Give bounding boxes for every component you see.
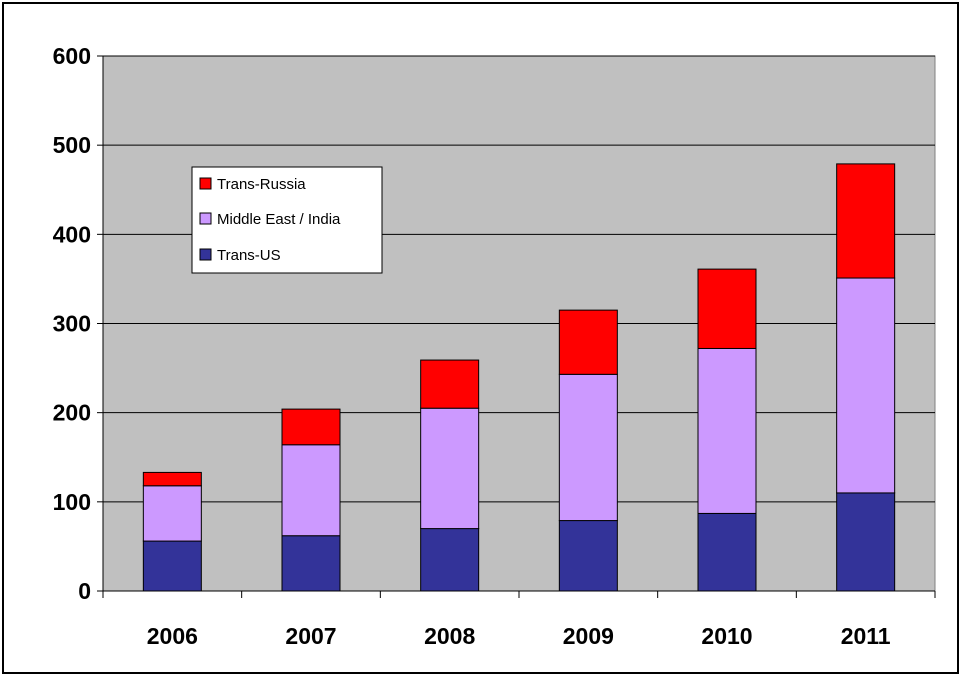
y-tick-label: 200 xyxy=(53,400,91,426)
y-tick-label: 500 xyxy=(53,132,91,158)
bar-segment-trans-us-2010 xyxy=(697,512,757,592)
bar-segment-middle-east-india-2009 xyxy=(558,373,618,522)
y-tick-label: 0 xyxy=(78,578,91,604)
x-tick-label: 2011 xyxy=(841,623,891,649)
legend-swatch-trans-russia xyxy=(199,177,212,190)
x-tick-label: 2010 xyxy=(701,623,752,649)
y-tick-labels: 0 100 200 300 400 500 600 xyxy=(53,43,91,604)
legend-swatch-trans-us xyxy=(199,248,212,261)
x-tick-label: 2007 xyxy=(285,623,336,649)
bar-segment-trans-us-2008 xyxy=(420,528,480,592)
bar-segment-middle-east-india-2006 xyxy=(142,485,202,542)
x-tick-labels: 2006 2007 2008 2009 2010 2011 xyxy=(147,623,891,649)
bar-segment-trans-us-2007 xyxy=(281,535,341,592)
bars xyxy=(142,163,896,592)
y-tick-label: 100 xyxy=(53,489,91,515)
bar-segment-middle-east-india-2008 xyxy=(420,407,480,530)
bar-segment-trans-us-2009 xyxy=(558,520,618,592)
y-tick-label: 600 xyxy=(53,43,91,69)
bar-segment-trans-russia-2009 xyxy=(558,309,618,375)
y-tick-label: 400 xyxy=(53,221,91,247)
legend-swatch-middle-east-india xyxy=(199,212,212,225)
bar-segment-trans-russia-2011 xyxy=(836,163,896,279)
bar-segment-middle-east-india-2011 xyxy=(836,277,896,494)
bar-segment-trans-us-2006 xyxy=(142,540,202,592)
x-tick-label: 2008 xyxy=(424,623,475,649)
bar-segment-trans-us-2011 xyxy=(836,492,896,592)
bar-segment-middle-east-india-2010 xyxy=(697,347,757,514)
gridlines xyxy=(103,55,935,503)
legend-label-trans-us: Trans-US xyxy=(217,247,281,264)
bar-segment-trans-russia-2007 xyxy=(281,408,341,446)
x-tick-label: 2009 xyxy=(563,623,614,649)
bar-segment-trans-russia-2006 xyxy=(142,471,202,487)
legend-label-trans-russia: Trans-Russia xyxy=(217,176,306,193)
bar-segment-trans-russia-2010 xyxy=(697,268,757,349)
bar-segment-middle-east-india-2007 xyxy=(281,444,341,537)
x-tick-label: 2006 xyxy=(147,623,198,649)
legend: Trans-Russia Middle East / India Trans-U… xyxy=(191,166,383,274)
legend-box xyxy=(191,166,383,274)
bar-segment-trans-russia-2008 xyxy=(420,359,480,409)
axes xyxy=(97,55,936,598)
y-tick-label: 300 xyxy=(53,311,91,337)
legend-label-middle-east-india: Middle East / India xyxy=(217,211,341,228)
